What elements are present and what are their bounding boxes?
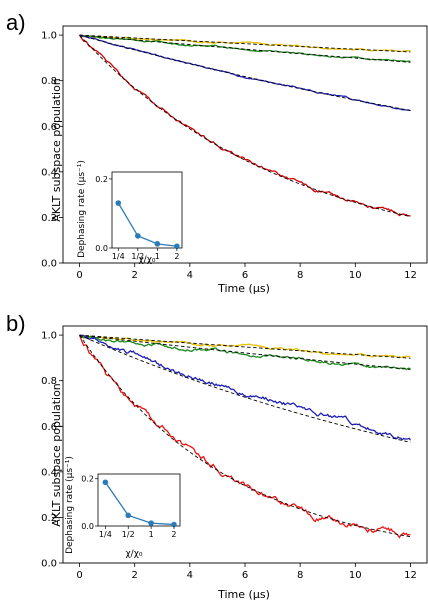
panel-a-xtick-label-6: 12 bbox=[404, 270, 417, 281]
panel-a-xtick-label-1: 2 bbox=[132, 270, 138, 281]
panel-b-xtick-label-3: 6 bbox=[242, 570, 248, 581]
panel-b-xlabel: Time (μs) bbox=[217, 588, 270, 601]
panel-b-xtick-label-2: 4 bbox=[187, 570, 193, 581]
panel-b-inset-line bbox=[104, 481, 175, 526]
panel-b-inset: Dephasing rate (μs⁻¹) χ/χ₀ 0.0 0.2 1/4 1/2 1… bbox=[65, 456, 181, 559]
panel-a-xtick-label-3: 6 bbox=[242, 270, 248, 281]
panel-a-series-3-fit bbox=[79, 34, 411, 217]
panel-b-series-2-fit bbox=[79, 334, 411, 443]
panel-b-plot: 0 2 4 6 8 10 120.00.20.40.60.81.0 bbox=[41, 325, 428, 581]
panel-a-inset-ytick-label-1: 0.2 bbox=[95, 175, 108, 184]
panel-b-inset-xtick-label-3: 2 bbox=[171, 530, 176, 539]
panel-a-inset-xlabel: χ/χ₀ bbox=[138, 255, 155, 265]
panel-a-inset: Dephasing rate (μs⁻¹) χ/χ₀ 0.0 0.2 1/4 1/2 1… bbox=[77, 160, 183, 265]
panel-a-series-0-fit bbox=[79, 34, 411, 53]
panel-a-inset-xtick-label-0: 1/4 bbox=[112, 252, 125, 261]
panel-a-xtick-label-2: 4 bbox=[187, 270, 193, 281]
panel-b-inset-ytick-label-1: 0.2 bbox=[81, 475, 94, 484]
panel-a-ylabel: AKLT subspace population bbox=[50, 78, 63, 222]
panel-a-inset-xtick-label-2: 1 bbox=[155, 252, 160, 261]
panel-b-inset-xtick-label-2: 1 bbox=[149, 530, 154, 539]
panel-b-xtick-label-1: 2 bbox=[132, 570, 138, 581]
panel-a-series-2-line bbox=[79, 34, 411, 112]
panel-b-ytick-label-2: 0.4 bbox=[41, 467, 57, 478]
panel-b-series-1-fit bbox=[79, 334, 411, 370]
panel-b: b) AKLT subspace population Time (μs) 0 2… bbox=[6, 311, 428, 601]
panel-a-xlabel: Time (μs) bbox=[217, 282, 270, 295]
panel-b-ytick-label-0: 0.0 bbox=[41, 559, 57, 570]
panel-b-inset-point-2 bbox=[148, 520, 154, 526]
panel-a-series-3-line bbox=[79, 34, 411, 217]
panel-b-xtick-label-5: 10 bbox=[349, 570, 362, 581]
panel-b-inset-point-1 bbox=[125, 512, 132, 519]
panel-a-xtick-label-5: 10 bbox=[349, 270, 362, 281]
panel-a-inset-xtick-label-1: 1/2 bbox=[131, 252, 144, 261]
panel-b-inset-point-3 bbox=[171, 521, 177, 528]
panel-b-ytick-label-1: 0.2 bbox=[41, 513, 57, 524]
panel-b-inset-ylabel: Dephasing rate (μs⁻¹) bbox=[65, 456, 75, 554]
panel-b-inset-point-0 bbox=[102, 479, 109, 486]
panel-b-inset-xlabel: χ/χ₀ bbox=[125, 549, 142, 559]
panel-a-inset-plot: 0.0 0.2 1/4 1/2 1 2 bbox=[95, 171, 183, 261]
panel-a-series-2-fit bbox=[79, 34, 411, 111]
panel-b-axes-frame bbox=[62, 325, 428, 564]
panel-a: a) AKLT subspace population Time (μs) 0 2… bbox=[6, 10, 428, 295]
panel-a-inset-point-2 bbox=[154, 241, 161, 247]
panel-b-ylabel: AKLT subspace population bbox=[50, 383, 63, 527]
panel-a-ytick-label-2: 0.4 bbox=[41, 167, 57, 178]
panel-b-series-2-line bbox=[79, 334, 411, 441]
panel-b-series-3-fit bbox=[79, 334, 411, 538]
panel-b-xtick-label-6: 12 bbox=[404, 570, 417, 581]
panel-b-xtick-label-0: 0 bbox=[76, 570, 82, 581]
panel-a-ytick-label-1: 0.2 bbox=[41, 213, 57, 224]
panel-b-inset-plot: 0.0 0.2 1/4 1/2 1 2 bbox=[81, 473, 181, 539]
panel-a-inset-line bbox=[117, 202, 177, 247]
panel-b-label: b) bbox=[6, 311, 26, 336]
panel-a-inset-point-0 bbox=[115, 200, 122, 206]
panel-b-series-1-line bbox=[79, 334, 411, 371]
panel-a-inset-point-1 bbox=[135, 233, 141, 239]
panel-a-ytick-label-4: 0.8 bbox=[41, 76, 57, 87]
panel-b-inset-xtick-label-1: 1/2 bbox=[122, 530, 135, 539]
panel-a-inset-frame bbox=[111, 171, 183, 249]
panel-a-xtick-label-0: 0 bbox=[76, 270, 82, 281]
panel-a-inset-point-3 bbox=[174, 243, 180, 250]
panel-b-ytick-label-3: 0.6 bbox=[41, 422, 57, 433]
panel-a-xtick-label-4: 8 bbox=[297, 270, 303, 281]
panel-a-inset-ylabel: Dephasing rate (μs⁻¹) bbox=[77, 160, 87, 258]
panel-b-series-0-fit bbox=[79, 334, 411, 359]
panel-b-ytick-label-4: 0.8 bbox=[41, 376, 57, 387]
panel-b-inset-xtick-label-0: 1/4 bbox=[99, 530, 112, 539]
panel-a-ytick-label-0: 0.0 bbox=[41, 259, 57, 270]
panel-a-inset-xtick-label-3: 2 bbox=[174, 252, 179, 261]
panel-b-inset-ytick-label-0: 0.0 bbox=[81, 522, 94, 531]
panel-a-series-1-fit bbox=[79, 34, 411, 63]
panel-a-ytick-label-3: 0.6 bbox=[41, 122, 57, 133]
panel-a-inset-ytick-label-0: 0.0 bbox=[95, 244, 108, 253]
panel-b-xtick-label-4: 8 bbox=[297, 570, 303, 581]
panel-a-label: a) bbox=[6, 10, 26, 35]
panel-b-inset-frame bbox=[97, 473, 181, 527]
panel-a-ytick-label-5: 1.0 bbox=[41, 31, 57, 42]
panel-b-ytick-label-5: 1.0 bbox=[41, 331, 57, 342]
panel-a-plot: 0 2 4 6 8 10 120.00.20.40.60.81.0 bbox=[41, 25, 428, 281]
